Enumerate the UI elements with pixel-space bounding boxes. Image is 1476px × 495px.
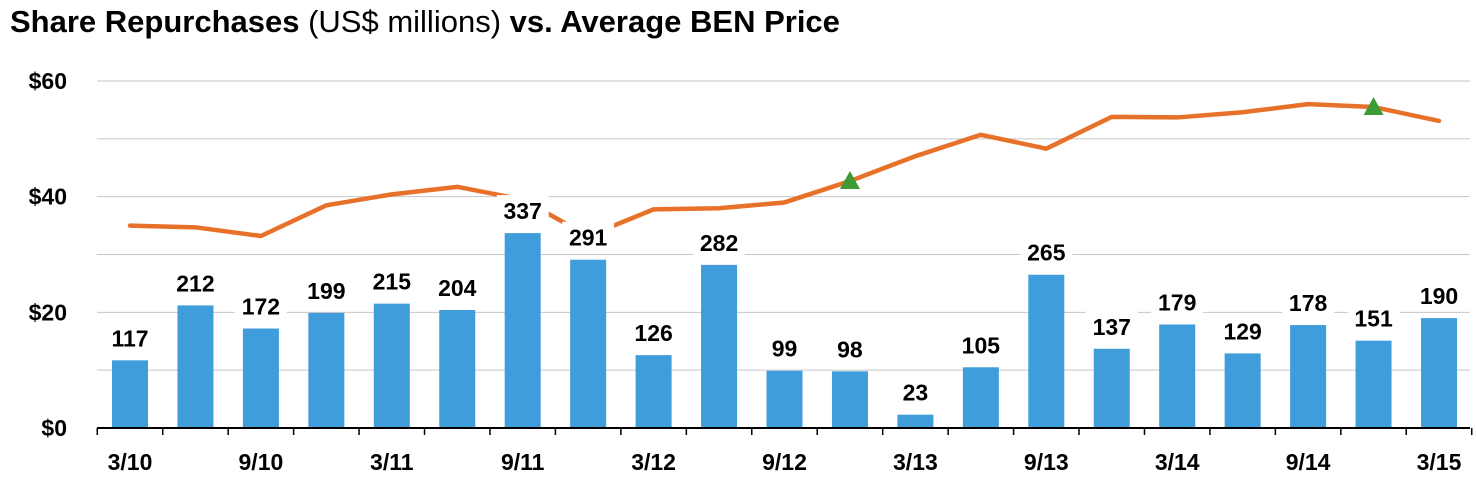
x-tick-label: 3/12 <box>631 449 676 475</box>
data-label-bg <box>889 376 942 407</box>
bar <box>1093 348 1130 428</box>
data-label: 190 <box>1420 283 1458 309</box>
data-label: 151 <box>1354 306 1393 332</box>
data-label: 137 <box>1093 314 1131 340</box>
chart-title: Share Repurchases (US$ millions) vs. Ave… <box>10 4 840 40</box>
title-part-1: Share Repurchases <box>10 4 300 39</box>
price-line <box>127 101 1442 239</box>
bar <box>701 264 738 428</box>
data-label: 98 <box>837 336 863 362</box>
bar <box>177 305 214 428</box>
x-tick-label: 9/11 <box>501 449 545 475</box>
bar <box>504 233 541 428</box>
data-label-bg <box>365 265 418 296</box>
bar <box>766 370 803 428</box>
data-label: 117 <box>111 325 148 351</box>
data-label: 215 <box>373 269 412 295</box>
data-label: 199 <box>307 278 345 304</box>
bar <box>112 360 148 428</box>
data-label: 126 <box>634 320 672 346</box>
data-label-bg <box>1085 310 1138 341</box>
data-label-bg <box>104 322 156 353</box>
x-tick-label: 3/10 <box>108 449 153 475</box>
bar <box>308 312 345 428</box>
y-tick-label: $40 <box>29 184 67 210</box>
data-label-bg <box>496 195 549 226</box>
data-labels: 117 212 172 199 215 204 337 291 126 282 99 98 23 105 2… <box>104 195 1465 407</box>
price-line-series <box>127 97 1442 244</box>
data-label: 212 <box>176 270 214 296</box>
data-label-bg <box>1282 287 1335 318</box>
y-tick-label: $60 <box>29 68 67 94</box>
data-label: 179 <box>1158 289 1196 315</box>
bar <box>635 355 672 428</box>
data-label: 99 <box>772 336 798 362</box>
data-label-bg <box>431 272 484 303</box>
bar <box>1159 324 1196 428</box>
bar <box>439 310 476 428</box>
data-label: 337 <box>504 198 542 224</box>
bar <box>570 259 607 428</box>
bar-series <box>112 233 1457 428</box>
data-label-bg <box>823 333 876 364</box>
title-part-2: (US$ millions) <box>299 4 510 39</box>
bar <box>242 328 279 428</box>
x-tick-label: 9/12 <box>762 449 807 475</box>
data-label-bg <box>1151 286 1204 317</box>
data-label-bg <box>1216 315 1269 346</box>
data-label-bg <box>758 332 811 363</box>
data-label: 265 <box>1027 240 1066 266</box>
data-label: 172 <box>242 294 280 320</box>
triangle-marker <box>839 171 860 190</box>
bar <box>962 367 999 428</box>
bar <box>1224 353 1261 428</box>
triangle-marker <box>1363 97 1384 116</box>
bar <box>1355 340 1392 428</box>
bar <box>1290 325 1327 428</box>
bar <box>373 303 410 428</box>
data-label-bg <box>300 274 353 305</box>
bar <box>1028 274 1065 428</box>
data-label-bg <box>627 317 680 348</box>
title-part-3: vs. Average BEN Price <box>509 4 840 39</box>
y-tick-label: $0 <box>41 415 67 441</box>
x-tick-label: 9/14 <box>1286 449 1331 475</box>
data-label-bg <box>234 290 287 321</box>
x-axis: 3/10 9/10 3/11 9/11 3/12 9/12 3/13 9/13 3/14 9/14… <box>96 427 1473 475</box>
data-label: 178 <box>1289 290 1328 316</box>
data-label-bg <box>169 267 222 298</box>
data-label: 105 <box>962 332 1001 358</box>
x-tick-label: 3/15 <box>1417 449 1462 475</box>
y-axis: $0 $20 $40 $60 <box>29 68 67 441</box>
bar <box>897 414 934 428</box>
x-tick-label: 3/13 <box>893 449 938 475</box>
x-tick-label: 3/11 <box>370 449 414 475</box>
data-label-bg <box>1020 236 1073 267</box>
x-tick-label: 9/13 <box>1024 449 1069 475</box>
data-label-bg <box>562 221 615 252</box>
data-label: 291 <box>569 225 608 251</box>
data-label: 129 <box>1223 318 1261 344</box>
data-label: 282 <box>700 230 738 256</box>
data-label-bg <box>1413 280 1465 311</box>
y-tick-label: $20 <box>29 299 67 325</box>
data-label: 204 <box>438 275 477 301</box>
x-tick-label: 3/14 <box>1155 449 1200 475</box>
data-label-bg <box>954 329 1007 360</box>
data-label-bg <box>1347 302 1400 333</box>
data-label: 23 <box>903 380 929 406</box>
bar <box>1421 318 1457 428</box>
bar <box>831 371 868 428</box>
x-tick-label: 9/10 <box>239 449 284 475</box>
data-label-bg <box>693 226 746 257</box>
